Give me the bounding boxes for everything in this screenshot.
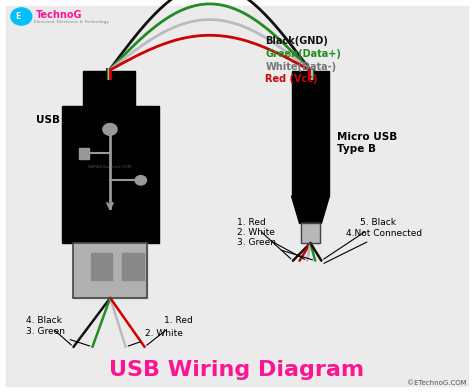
Text: 1. Red: 1. Red	[237, 218, 291, 259]
Text: 3. Green: 3. Green	[237, 238, 312, 260]
Text: 4. Black: 4. Black	[26, 316, 72, 345]
Text: Red (Vcc): Red (Vcc)	[265, 74, 318, 84]
Text: 2. White: 2. White	[237, 228, 305, 260]
Text: WWW.ETechnoG.COM: WWW.ETechnoG.COM	[88, 165, 132, 169]
Polygon shape	[62, 106, 159, 243]
Bar	[91, 253, 112, 280]
Text: White(Data-): White(Data-)	[265, 62, 337, 72]
Text: E: E	[15, 12, 21, 21]
Bar	[122, 253, 144, 280]
Text: USB Type A: USB Type A	[36, 114, 102, 125]
Circle shape	[103, 123, 117, 135]
Circle shape	[11, 8, 32, 25]
Text: Green(Data+): Green(Data+)	[265, 49, 341, 59]
Text: TechnoG: TechnoG	[36, 9, 82, 20]
Text: 3. Green: 3. Green	[26, 327, 90, 346]
Text: ©ETechnoG.COM: ©ETechnoG.COM	[407, 380, 467, 387]
Text: USB Wiring Diagram: USB Wiring Diagram	[109, 360, 365, 381]
Polygon shape	[83, 71, 135, 106]
Circle shape	[135, 176, 146, 185]
Polygon shape	[292, 196, 329, 223]
Text: 2. White: 2. White	[128, 329, 182, 346]
Text: Electrical, Electronic & Technology: Electrical, Electronic & Technology	[34, 20, 109, 24]
Text: 1. Red: 1. Red	[147, 316, 192, 345]
Text: Micro USB
Type B: Micro USB Type B	[337, 132, 397, 154]
Polygon shape	[292, 106, 329, 196]
Polygon shape	[301, 223, 320, 243]
Text: 5. Black: 5. Black	[324, 218, 396, 259]
Text: Black(GND): Black(GND)	[265, 36, 328, 46]
Bar	[79, 148, 89, 159]
Polygon shape	[73, 243, 147, 298]
Text: 4.Not Connected: 4.Not Connected	[324, 229, 422, 263]
Polygon shape	[292, 71, 329, 106]
